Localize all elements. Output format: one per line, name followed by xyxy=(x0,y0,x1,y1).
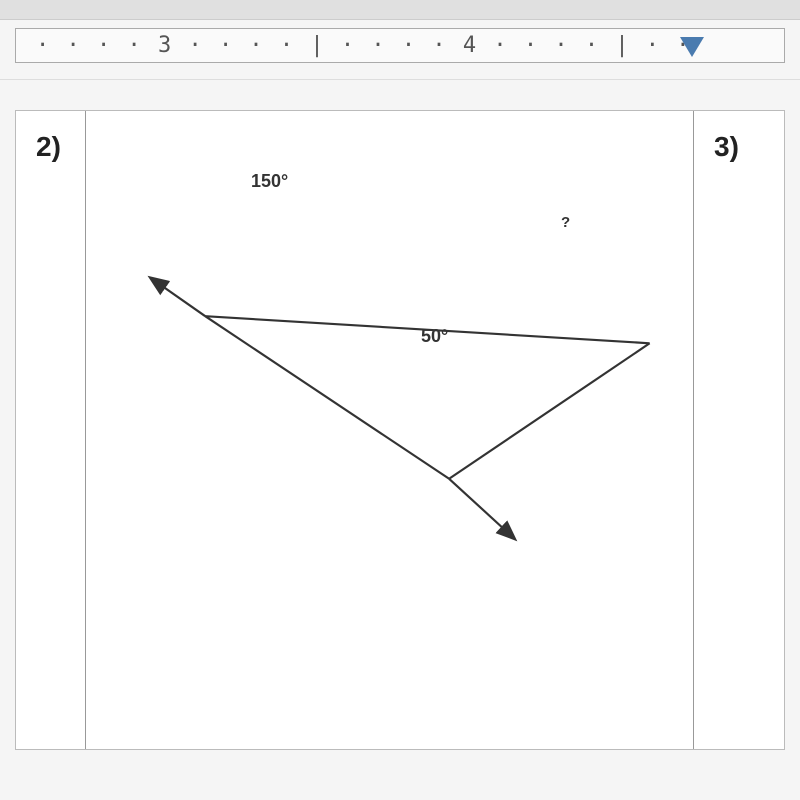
horizontal-ruler[interactable]: · · · · 3 · · · · | · · · · 4 · · · · | … xyxy=(15,28,785,63)
toolbar-strip xyxy=(0,0,800,20)
ruler-container: · · · · 3 · · · · | · · · · 4 · · · · | … xyxy=(0,20,800,80)
tab-stop-marker[interactable] xyxy=(680,37,704,57)
ruler-marks: · · · · 3 · · · · | · · · · 4 · · · · | … xyxy=(36,33,692,58)
diagram-cell: 150° 50° ? xyxy=(86,111,694,749)
problem-number-3: 3) xyxy=(714,131,739,162)
problem-number-cell-left: 2) xyxy=(16,111,86,749)
document-page[interactable]: 2) 150° 50° xyxy=(15,110,785,750)
triangle-diagram xyxy=(86,111,693,749)
document-area: 2) 150° 50° xyxy=(0,80,800,800)
angle-label-unknown: ? xyxy=(561,214,570,231)
problem-number-cell-right: 3) xyxy=(694,111,784,749)
angle-label-150: 150° xyxy=(251,171,288,192)
ray-lower-right xyxy=(449,479,514,539)
triangle-right-side xyxy=(449,343,650,478)
angle-label-50: 50° xyxy=(421,326,448,347)
triangle-left-side xyxy=(205,316,449,479)
problem-number-2: 2) xyxy=(36,131,61,162)
ray-upper-left xyxy=(151,278,205,316)
